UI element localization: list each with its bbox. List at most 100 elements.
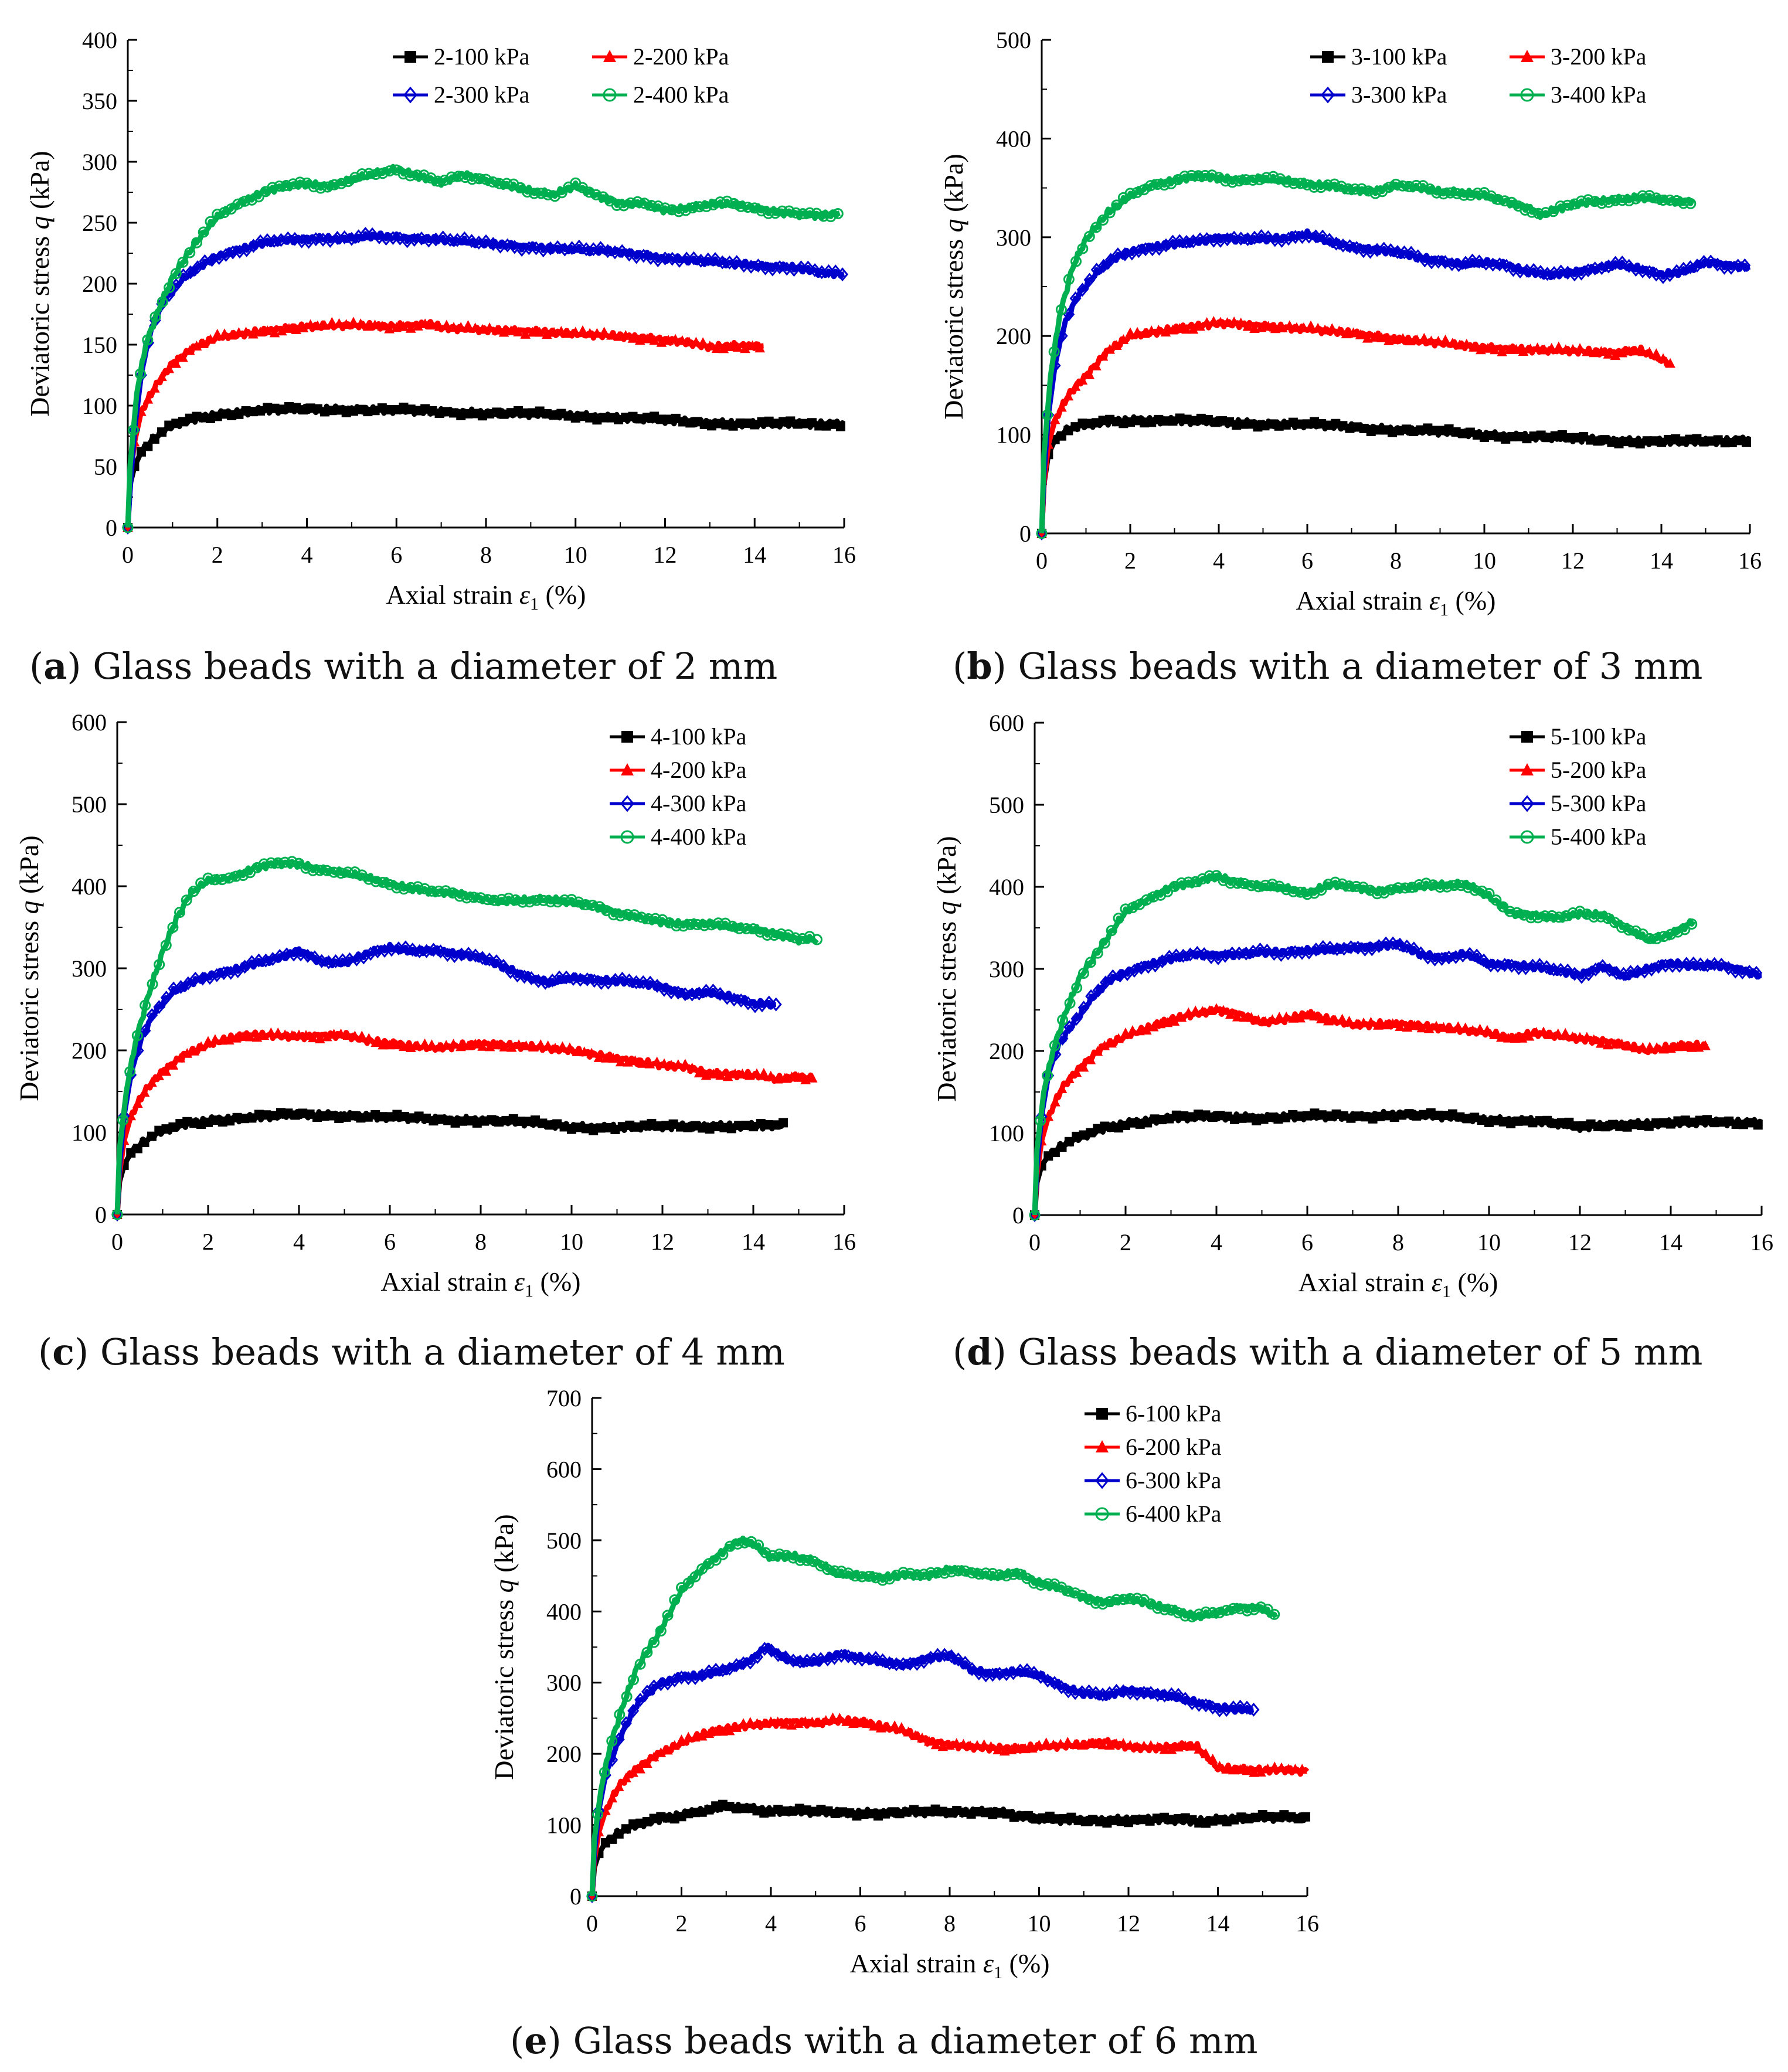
x-tick-label: 12 — [1568, 1229, 1592, 1256]
series-line — [589, 1535, 1279, 1897]
series-5-300-kPa — [1029, 936, 1763, 1222]
y-tick-label: 0 — [1019, 520, 1031, 547]
y-tick-label: 300 — [989, 956, 1024, 982]
legend-label: 4-300 kPa — [651, 790, 747, 816]
legend-entry: 5-100 kPa — [1510, 723, 1647, 750]
x-tick-label: 2 — [1120, 1229, 1131, 1256]
y-tick-label: 600 — [989, 710, 1024, 736]
x-tick-label: 6 — [1301, 547, 1313, 574]
series-5-400-kPa — [1029, 870, 1698, 1221]
legend-label: 6-400 kPa — [1126, 1501, 1222, 1527]
legend-entry: 4-300 kPa — [610, 790, 747, 816]
x-tick-label: 0 — [1029, 1229, 1041, 1256]
x-axis-label: Axial strain ε1 (%) — [380, 1267, 580, 1301]
legend-label: 3-200 kPa — [1551, 43, 1647, 70]
x-tick-label: 14 — [1206, 1910, 1230, 1937]
y-tick-label: 100 — [996, 422, 1031, 448]
legend-entry: 5-400 kPa — [1510, 824, 1647, 850]
panel-b: 0 100 200 300 400 500 0 2 4 6 8 10 12 14 16 Axial strai… — [894, 0, 1788, 703]
x-tick-label: 10 — [560, 1229, 583, 1255]
y-tick-label: 200 — [72, 1037, 107, 1064]
y-tick-label: 100 — [989, 1120, 1024, 1146]
series-6-300-kPa — [586, 1642, 1260, 1903]
x-tick-label: 10 — [1473, 547, 1496, 574]
series-6-100-kPa — [587, 1799, 1310, 1901]
y-tick-label: 100 — [546, 1812, 582, 1839]
x-tick-label: 16 — [1750, 1229, 1773, 1256]
legend-entry: 3-100 kPa — [1310, 43, 1447, 70]
y-tick-label: 300 — [996, 224, 1031, 251]
y-tick-label: 200 — [82, 271, 117, 297]
legend-label: 4-200 kPa — [651, 757, 747, 783]
x-tick-label: 10 — [1028, 1910, 1051, 1937]
x-axis-label: Axial strain ε1 (%) — [849, 1948, 1049, 1982]
x-tick-label: 2 — [1124, 547, 1136, 574]
panel-d: 0 100 200 300 400 500 600 0 2 4 6 8 10 12 14 16 Axial st… — [894, 695, 1788, 1398]
y-axis-label: Deviatoric stress q (kPa) — [932, 836, 961, 1102]
series-2-300-kPa — [122, 226, 849, 535]
series-2-100-kPa — [123, 402, 846, 532]
caption-a: (a) Glass beads with a diameter of 2 mm — [29, 645, 778, 688]
x-tick-label: 8 — [475, 1229, 487, 1255]
legend-entry: 2-100 kPa — [393, 43, 530, 70]
y-tick-label: 500 — [72, 791, 107, 818]
legend-label: 5-300 kPa — [1551, 790, 1647, 816]
series-line — [125, 230, 845, 528]
x-tick-label: 14 — [1650, 547, 1673, 574]
legend-label: 5-400 kPa — [1551, 824, 1647, 850]
legend-label: 4-100 kPa — [651, 723, 747, 750]
x-tick-label: 8 — [1390, 547, 1402, 574]
y-tick-label: 250 — [82, 210, 117, 236]
series-6-400-kPa — [586, 1535, 1280, 1902]
x-axis-label: Axial strain ε1 (%) — [1296, 586, 1495, 620]
x-tick-label: 0 — [586, 1910, 598, 1937]
panel-c: 0 100 200 300 400 500 600 0 2 4 6 8 10 12 14 16 Axial st… — [0, 695, 891, 1398]
chart-b: 0 100 200 300 400 500 0 2 4 6 8 10 12 14 16 Axial strai… — [939, 27, 1762, 620]
caption-e: (e) Glass beads with a diameter of 6 mm — [510, 2019, 1258, 2062]
y-axis-label: Deviatoric stress q (kPa) — [14, 835, 44, 1101]
y-axis-label: Deviatoric stress q (kPa) — [25, 151, 55, 417]
series-line — [125, 319, 764, 528]
y-tick-label: 350 — [82, 88, 117, 114]
y-tick-label: 50 — [94, 454, 117, 480]
x-tick-label: 16 — [832, 1229, 856, 1255]
legend-entry: 4-400 kPa — [610, 824, 747, 850]
y-tick-label: 0 — [570, 1883, 582, 1910]
series-4-400-kPa — [111, 856, 822, 1220]
caption-text: Glass beads with a diameter of 4 mm — [89, 1331, 785, 1373]
legend-label: 2-400 kPa — [633, 81, 729, 108]
caption-text: Glass beads with a diameter of 6 mm — [561, 2019, 1258, 2062]
y-tick-label: 200 — [989, 1038, 1024, 1064]
y-axis-label: Deviatoric stress q (kPa) — [489, 1514, 519, 1780]
series-4-200-kPa — [112, 1027, 818, 1219]
x-tick-label: 14 — [742, 1229, 765, 1255]
legend-entry: 5-200 kPa — [1510, 757, 1647, 783]
y-tick-label: 150 — [82, 332, 117, 358]
legend-label: 2-300 kPa — [434, 81, 530, 108]
x-tick-label: 12 — [1561, 547, 1585, 574]
series-4-300-kPa — [111, 940, 782, 1222]
y-tick-label: 500 — [546, 1527, 582, 1554]
panel-a: 0 50 100 150 200 250 300 350 400 0 2 4 6 8 10 12 14 16 Axi… — [0, 0, 891, 703]
caption-d: (d) Glass beads with a diameter of 5 mm — [953, 1331, 1703, 1373]
y-tick-label: 300 — [72, 955, 107, 982]
chart-d: 0 100 200 300 400 500 600 0 2 4 6 8 10 12 14 16 Axial st… — [932, 710, 1773, 1301]
caption-text: Glass beads with a diameter of 5 mm — [1006, 1331, 1703, 1373]
legend-label: 6-200 kPa — [1126, 1434, 1222, 1460]
caption-letter: c — [52, 1331, 74, 1373]
x-tick-label: 14 — [743, 542, 766, 568]
x-tick-label: 16 — [1296, 1910, 1319, 1937]
legend-entry: 3-200 kPa — [1510, 43, 1647, 70]
series-line — [589, 1642, 1255, 1897]
y-tick-label: 600 — [546, 1456, 582, 1482]
panel-e: 0 100 200 300 400 500 600 700 0 2 4 6 8 10 12 14 16 Axial… — [463, 1383, 1342, 2072]
series-2-400-kPa — [122, 164, 844, 533]
x-tick-label: 10 — [564, 542, 587, 568]
series-line — [1032, 939, 1763, 1216]
legend-entry: 6-400 kPa — [1085, 1501, 1222, 1527]
series-6-200-kPa — [587, 1712, 1310, 1901]
x-tick-label: 14 — [1659, 1229, 1682, 1256]
y-tick-label: 500 — [996, 27, 1031, 53]
y-tick-label: 400 — [546, 1598, 582, 1625]
legend-entry: 2-200 kPa — [592, 43, 729, 70]
